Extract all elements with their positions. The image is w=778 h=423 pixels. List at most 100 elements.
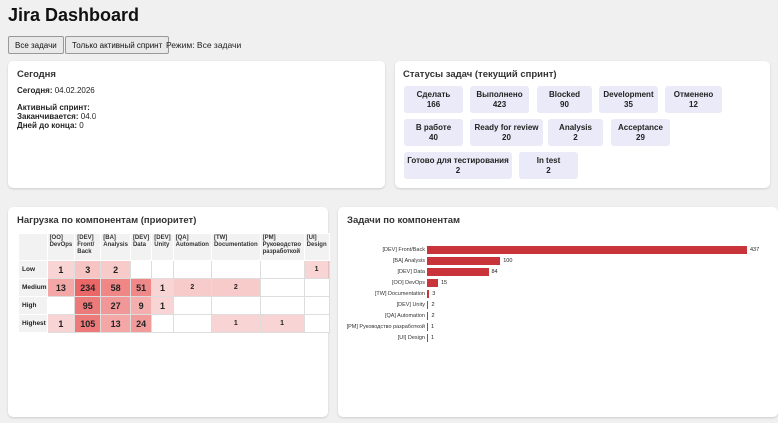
heatmap-table: [OO] DevOps [DEV] Front/ Back [BA] Analysi… — [18, 233, 330, 333]
bar — [427, 257, 501, 265]
status-tile-count: 423 — [492, 100, 507, 109]
heatmap-cell — [303, 296, 330, 315]
bar-value-label: 2 — [431, 302, 435, 308]
bar-category-label: [PM] Руководство разработкой — [346, 324, 425, 330]
heatmap-cell: 13 — [100, 314, 131, 333]
status-tile-count: 20 — [502, 133, 511, 142]
status-tile-count: 40 — [429, 133, 438, 142]
heatmap-cell — [303, 314, 330, 333]
bar — [427, 268, 489, 276]
status-tile-label: Blocked — [548, 90, 581, 99]
heatmap-cell: 2 — [210, 278, 261, 297]
heatmap-cell: 51 — [129, 278, 153, 297]
heatmap-cell — [172, 314, 212, 333]
bar — [427, 279, 438, 287]
status-tile-count: 2 — [455, 166, 461, 175]
status-tile-count: 2 — [573, 133, 578, 142]
heatmap-column-header: [QA] Automation — [172, 233, 212, 261]
bar-value-label: 437 — [750, 247, 760, 253]
today-date-value: 04.02.2026 — [54, 86, 95, 95]
heatmap-cell: 1 — [151, 296, 174, 315]
status-tile-count: 12 — [689, 100, 698, 109]
status-tile-label: Выполнено — [476, 90, 523, 99]
active-sprint-line: Активный спринт: — [17, 103, 90, 112]
bar-value-label: 100 — [503, 258, 513, 264]
heatmap-cell: 105 — [74, 314, 102, 333]
bar-category-label: [UI] Design — [397, 335, 425, 341]
components-card: Задачи по компонентам — [338, 207, 778, 417]
days-left-label: Дней до конца: — [17, 121, 78, 130]
heatmap-cell — [151, 260, 174, 279]
bar-value-label: 3 — [432, 291, 436, 297]
status-tile: Сделать 166 — [404, 86, 463, 113]
status-tile-count: 29 — [636, 133, 645, 142]
heatmap-cell: 95 — [74, 296, 102, 315]
heatmap-cell: 13 — [46, 278, 76, 297]
active-sprint-button[interactable]: Только активный спринт — [65, 36, 170, 54]
heatmap-cell: 3 — [74, 260, 102, 279]
bar-value-label: 1 — [431, 335, 435, 341]
today-date-label: Сегодня: — [17, 86, 53, 95]
status-tile-label: Development — [603, 90, 654, 99]
bar-value-label: 2 — [431, 313, 435, 319]
bar — [427, 246, 747, 254]
heatmap-corner — [18, 233, 48, 261]
heatmap-cell: 2 — [172, 278, 212, 297]
heatmap-cell: 2 — [100, 260, 131, 279]
heatmap-column-header: [UI] Design — [303, 233, 330, 261]
bar-category-label: [QA] Automation — [384, 313, 425, 319]
status-tile-count: 35 — [624, 100, 633, 109]
bar-category-label: [TW] Documentation — [374, 291, 425, 297]
status-tile-label: Acceptance — [618, 123, 663, 132]
heatmap-cell: 1 — [303, 260, 330, 279]
days-left-line: Дней до конца: 0 — [17, 121, 84, 130]
today-card: Сегодня Сегодня: 04.02.2026 Активный спр… — [8, 61, 385, 188]
status-tile: Готово для тестирования 2 — [404, 152, 512, 179]
all-tasks-button[interactable]: Все задачи — [8, 36, 64, 54]
heatmap-cell — [259, 278, 305, 297]
heatmap-cell — [210, 260, 261, 279]
heatmap-card-title: Нагрузка по компонентам (приоритет) — [17, 215, 197, 226]
heatmap-cell: 1 — [151, 278, 174, 297]
heatmap-cell: 234 — [74, 278, 102, 297]
bar — [427, 334, 428, 342]
status-tile: Development 35 — [599, 86, 658, 113]
bar-category-label: [DEV] Unity — [396, 302, 425, 308]
status-tile: Acceptance 29 — [611, 119, 670, 146]
heatmap-cell — [46, 296, 76, 315]
bar — [427, 290, 430, 298]
bar-category-label: [DEV] Front/Back — [382, 247, 426, 253]
status-tile: Выполнено 423 — [470, 86, 529, 113]
heatmap-column-header: [TW] Documentation — [210, 233, 261, 261]
heatmap-cell: 1 — [46, 314, 76, 333]
bar-value-label: 1 — [431, 324, 435, 330]
today-card-title: Сегодня — [17, 69, 56, 80]
status-tile: Ready for review 20 — [470, 119, 543, 146]
heatmap-row-header: Low — [18, 260, 48, 279]
heatmap-cell — [259, 296, 305, 315]
sprint-ends-value: 04.0 — [80, 112, 97, 121]
heatmap-cell: 24 — [129, 314, 153, 333]
status-tile-count: 166 — [426, 100, 441, 109]
sprint-ends-line: Заканчивается: 04.0 — [17, 112, 96, 121]
heatmap-column-header: [BA] Analysis — [100, 233, 131, 261]
heatmap-column-header: [PM] Руководство разработкой — [259, 233, 305, 261]
heatmap-column-header: [DEV] Front/ Back — [74, 233, 102, 261]
heatmap-cell — [129, 260, 153, 279]
status-tile-label: Сделать — [416, 90, 451, 99]
heatmap-row-header: Highest — [18, 314, 48, 333]
status-tile: Отменено 12 — [665, 86, 722, 113]
redacted-area — [96, 99, 136, 117]
bar-category-label: [OO] DevOps — [391, 280, 425, 286]
heatmap-column-header: [DEV] Data — [129, 233, 153, 261]
page-title: Jira Dashboard — [8, 5, 140, 25]
heatmap-cell — [303, 278, 330, 297]
heatmap-row-header: High — [18, 296, 48, 315]
status-tile-label: Готово для тестирования — [407, 156, 509, 165]
status-tile-count: 2 — [546, 166, 551, 175]
heatmap-row-header: Medium — [18, 278, 48, 297]
sprint-ends-label: Заканчивается: — [17, 112, 79, 121]
today-date-line: Сегодня: 04.02.2026 — [17, 86, 95, 95]
heatmap-column-header: [DEV] Unity — [151, 233, 174, 261]
bar — [427, 323, 428, 331]
